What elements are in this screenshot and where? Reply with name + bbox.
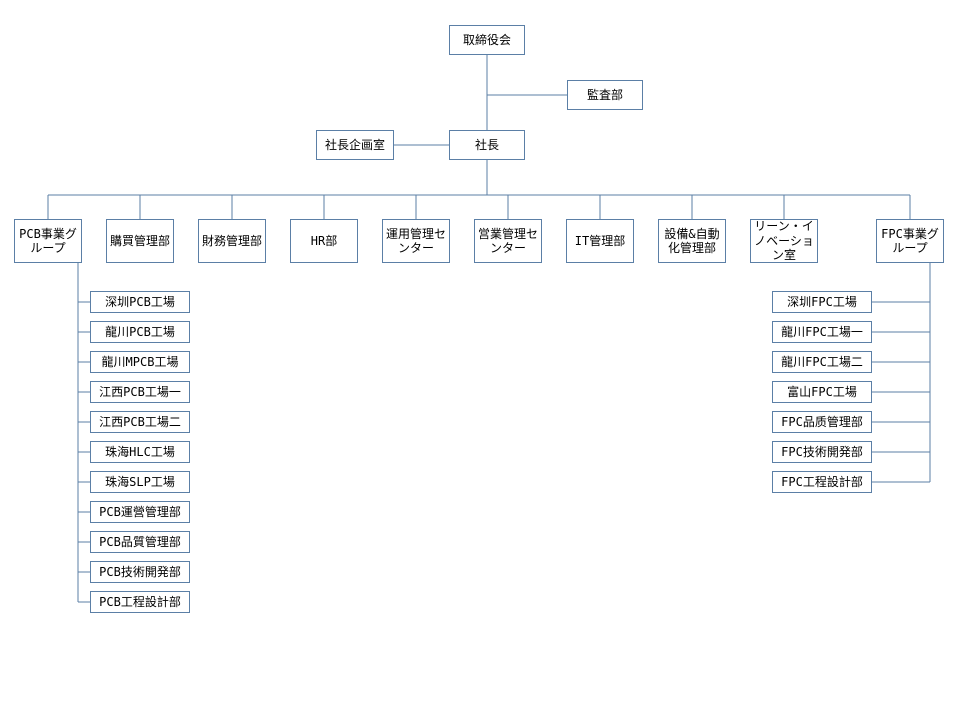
node-pcb-10: PCB工程設計部 (90, 591, 190, 613)
node-dept-4: 運用管理センター (382, 219, 450, 263)
node-fpc-0: 深圳FPC工場 (772, 291, 872, 313)
node-dept-1: 購買管理部 (106, 219, 174, 263)
node-dept-5: 営業管理センター (474, 219, 542, 263)
node-dept-6: IT管理部 (566, 219, 634, 263)
node-dept-2: 財務管理部 (198, 219, 266, 263)
node-dept-0: PCB事業グループ (14, 219, 82, 263)
node-fpc-1: 龍川FPC工場一 (772, 321, 872, 343)
node-dept-9: FPC事業グループ (876, 219, 944, 263)
node-audit: 監査部 (567, 80, 643, 110)
node-board: 取締役会 (449, 25, 525, 55)
node-fpc-5: FPC技術開発部 (772, 441, 872, 463)
node-fpc-6: FPC工程設計部 (772, 471, 872, 493)
node-pcb-8: PCB品質管理部 (90, 531, 190, 553)
node-fpc-2: 龍川FPC工場二 (772, 351, 872, 373)
node-president: 社長 (449, 130, 525, 160)
node-pcb-9: PCB技術開発部 (90, 561, 190, 583)
node-dept-3: HR部 (290, 219, 358, 263)
node-dept-7: 設備&自動化管理部 (658, 219, 726, 263)
node-fpc-4: FPC品质管理部 (772, 411, 872, 433)
node-pcb-2: 龍川MPCB工場 (90, 351, 190, 373)
node-dept-8: リーン・イノベーション室 (750, 219, 818, 263)
node-pcb-3: 江西PCB工場一 (90, 381, 190, 403)
node-fpc-3: 富山FPC工場 (772, 381, 872, 403)
node-pcb-5: 珠海HLC工場 (90, 441, 190, 463)
node-pcb-6: 珠海SLP工場 (90, 471, 190, 493)
node-pcb-0: 深圳PCB工場 (90, 291, 190, 313)
node-pcb-4: 江西PCB工場二 (90, 411, 190, 433)
node-pcb-1: 龍川PCB工場 (90, 321, 190, 343)
node-pcb-7: PCB運營管理部 (90, 501, 190, 523)
node-planning: 社長企画室 (316, 130, 394, 160)
